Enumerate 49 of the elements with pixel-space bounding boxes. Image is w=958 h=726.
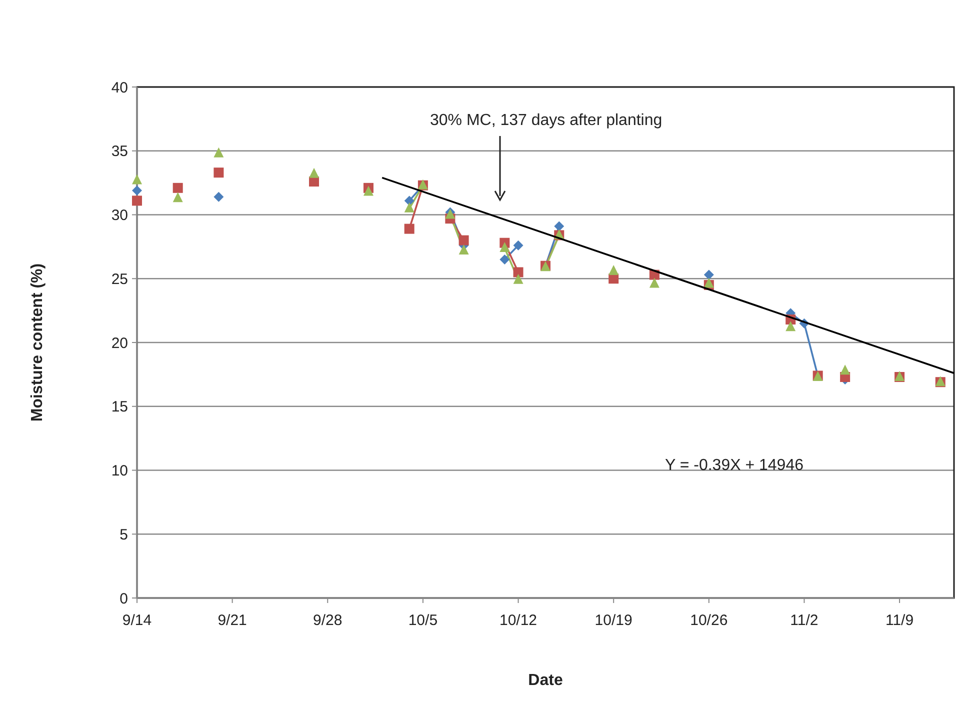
x-tick-label: 10/19	[594, 612, 632, 629]
point	[172, 192, 183, 202]
y-tick-label: 35	[111, 143, 128, 160]
annotation: 30% MC, 137 days after planting	[430, 112, 662, 129]
point	[554, 221, 564, 232]
x-tick-label: 11/2	[790, 612, 818, 629]
x-tick-label: 10/26	[690, 612, 728, 629]
point	[404, 202, 414, 212]
point	[214, 168, 224, 178]
point	[500, 242, 510, 252]
y-tick-label: 40	[111, 79, 128, 96]
y-tick-label: 5	[120, 526, 128, 544]
point	[704, 270, 714, 280]
x-tick-label: 9/14	[122, 612, 152, 629]
x-tick-label: 11/9	[885, 612, 914, 629]
y-axis-title: Moisture content (%)	[29, 263, 46, 422]
y-tick-label: 25	[111, 270, 128, 288]
y-tick-label: 0	[120, 590, 128, 608]
point	[649, 278, 660, 288]
point	[704, 278, 714, 288]
point	[458, 244, 469, 255]
x-tick-label: 9/21	[218, 612, 247, 629]
annotation: Y = -0.39X + 14946	[665, 457, 804, 474]
point	[214, 192, 224, 202]
point	[404, 196, 414, 206]
x-tick-label: 10/12	[499, 612, 538, 629]
point	[608, 264, 619, 275]
point	[132, 174, 142, 184]
point	[363, 186, 374, 196]
point	[172, 182, 183, 193]
point	[513, 240, 524, 250]
point	[404, 224, 414, 234]
y-tick-label: 15	[111, 398, 128, 416]
point	[132, 196, 142, 206]
point	[132, 185, 142, 196]
y-tick-label: 20	[111, 334, 128, 352]
x-tick-label: 9/28	[313, 612, 342, 629]
point	[840, 364, 850, 375]
y-tick-label: 30	[111, 207, 128, 224]
point	[500, 254, 510, 264]
point	[513, 274, 524, 284]
point	[214, 147, 224, 158]
x-axis-title: Date	[528, 672, 563, 689]
point	[458, 235, 469, 246]
point	[309, 168, 320, 178]
point	[786, 321, 796, 332]
y-tick-label: 10	[111, 462, 128, 480]
x-tick-label: 10/5	[408, 612, 438, 629]
point	[513, 267, 524, 278]
